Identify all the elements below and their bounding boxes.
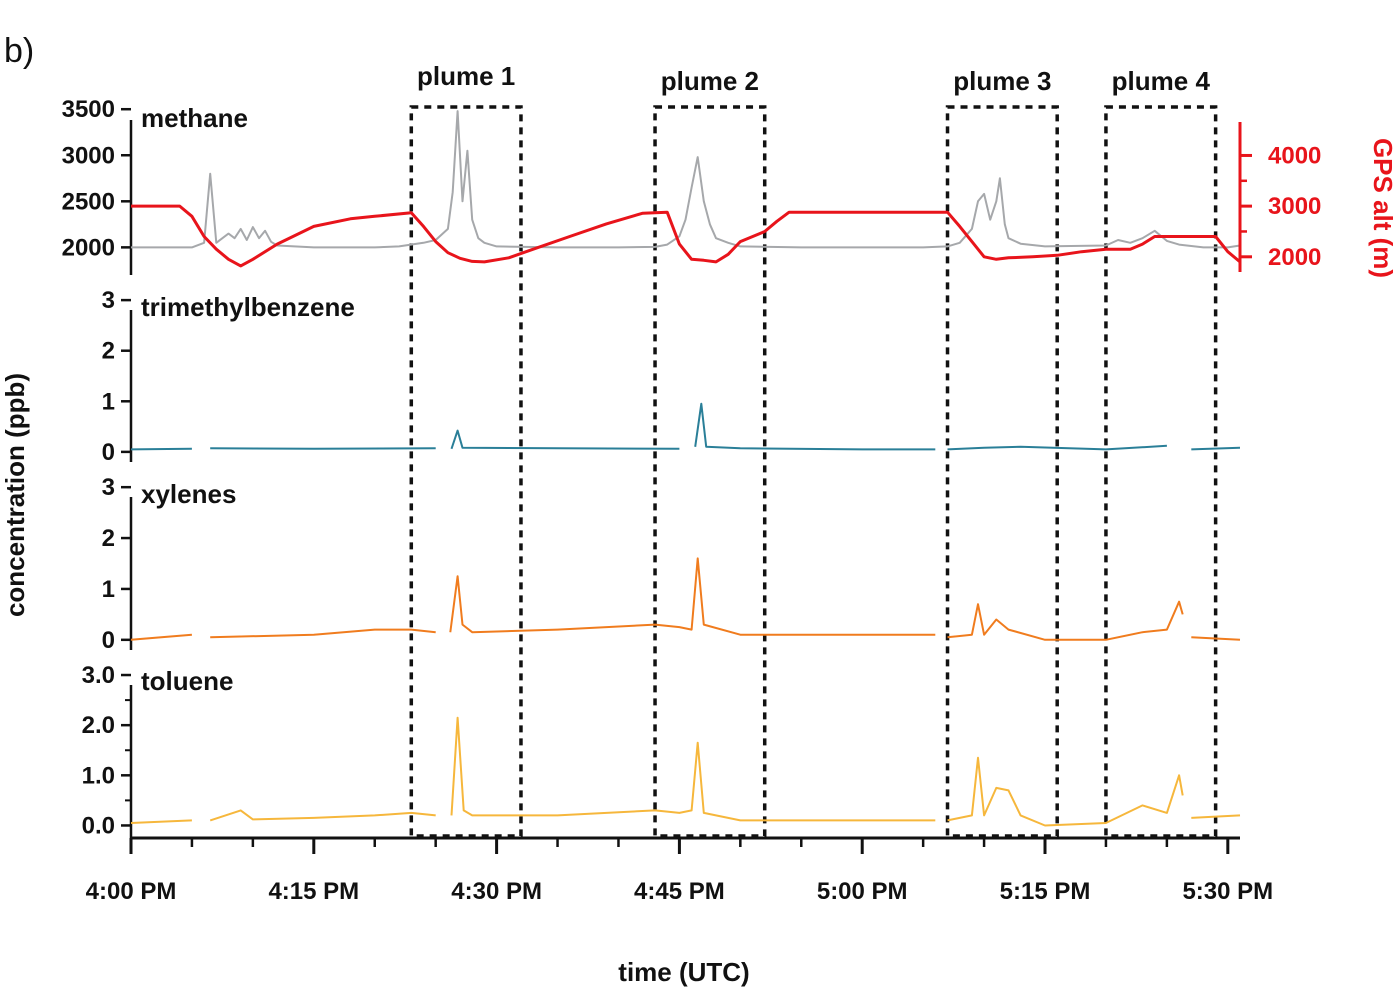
x-tick-label: 4:00 PM [86, 878, 177, 905]
plume-boxes: plume 1 plume 2 plume 3 plume 4 [409, 61, 1218, 838]
methane-y-tick-label: 2500 [62, 188, 115, 215]
trimethylbenzene-y-tick-label: 0 [102, 439, 115, 466]
methane-y-tick-label: 3000 [62, 142, 115, 169]
xylenes-series-line [130, 557, 1241, 641]
x-tick-label: 5:00 PM [817, 878, 908, 905]
toluene-title: toluene [141, 666, 233, 696]
y-axis-title: concentration (ppb) [0, 373, 30, 617]
plume-label-2: plume 2 [661, 66, 759, 96]
panel-trimethylbenzene: 0 1 2 3 trimethylbenzene [102, 287, 1241, 466]
methane-title: methane [141, 103, 248, 133]
plume-label-1: plume 1 [417, 61, 515, 91]
trimethylbenzene-y-tick-label: 1 [102, 388, 115, 415]
gps-altitude-axis-title: GPS alt (m) [1368, 138, 1398, 278]
gps-altitude-tick-label: 3000 [1268, 193, 1321, 220]
xylenes-y-tick-label: 3 [102, 474, 115, 501]
plume-box-4 [1104, 105, 1218, 838]
xylenes-y-tick-label: 2 [102, 525, 115, 552]
methane-y-tick-label: 3500 [62, 96, 115, 123]
methane-y-tick-label: 2000 [62, 234, 115, 261]
gps-altitude-line [131, 204, 1241, 268]
toluene-y-tick-label: 0.0 [82, 812, 115, 839]
plume-box-1 [409, 105, 523, 838]
trimethylbenzene-title: trimethylbenzene [141, 292, 355, 322]
toluene-y-tick-label: 1.0 [82, 762, 115, 789]
xylenes-y-tick-label: 0 [102, 627, 115, 654]
x-tick-label: 5:30 PM [1182, 878, 1273, 905]
trimethylbenzene-y-tick-label: 3 [102, 287, 115, 314]
panels: 2000 2500 3000 3500 methane 2000 3000 4000 GPS a… [62, 96, 1398, 839]
panel-xylenes: 0 1 2 3 xylenes [102, 474, 1241, 654]
panel-toluene: 0.0 1.0 2.0 3.0 toluene [82, 662, 1241, 839]
plume-label-3: plume 3 [953, 66, 1051, 96]
panel-label: b) [4, 32, 34, 70]
toluene-y-tick-label: 3.0 [82, 662, 115, 689]
gps-altitude-tick-label: 2000 [1268, 244, 1321, 271]
x-tick-label: 4:45 PM [634, 878, 725, 905]
panel-methane: 2000 2500 3000 3500 methane 2000 3000 4000 GPS a… [62, 96, 1398, 278]
xylenes-y-tick-label: 1 [102, 576, 115, 603]
methane-series-line [131, 110, 1241, 249]
trimethylbenzene-y-tick-label: 2 [102, 338, 115, 365]
toluene-series-line [130, 716, 1241, 827]
x-axis-title: time (UTC) [618, 957, 749, 987]
xylenes-title: xylenes [141, 479, 236, 509]
x-axis: 4:00 PM 4:15 PM 4:30 PM 4:45 PM 5:00 PM 5:15 … [86, 836, 1273, 905]
plume-label-4: plume 4 [1112, 66, 1211, 96]
trimethylbenzene-series-line [130, 402, 1241, 451]
plume-box-3 [945, 105, 1059, 838]
plume-box-2 [653, 105, 767, 838]
x-tick-label: 5:15 PM [1000, 878, 1091, 905]
toluene-y-tick-label: 2.0 [82, 712, 115, 739]
x-tick-label: 4:15 PM [268, 878, 359, 905]
x-tick-label: 4:30 PM [451, 878, 542, 905]
gps-altitude-tick-label: 4000 [1268, 142, 1321, 169]
